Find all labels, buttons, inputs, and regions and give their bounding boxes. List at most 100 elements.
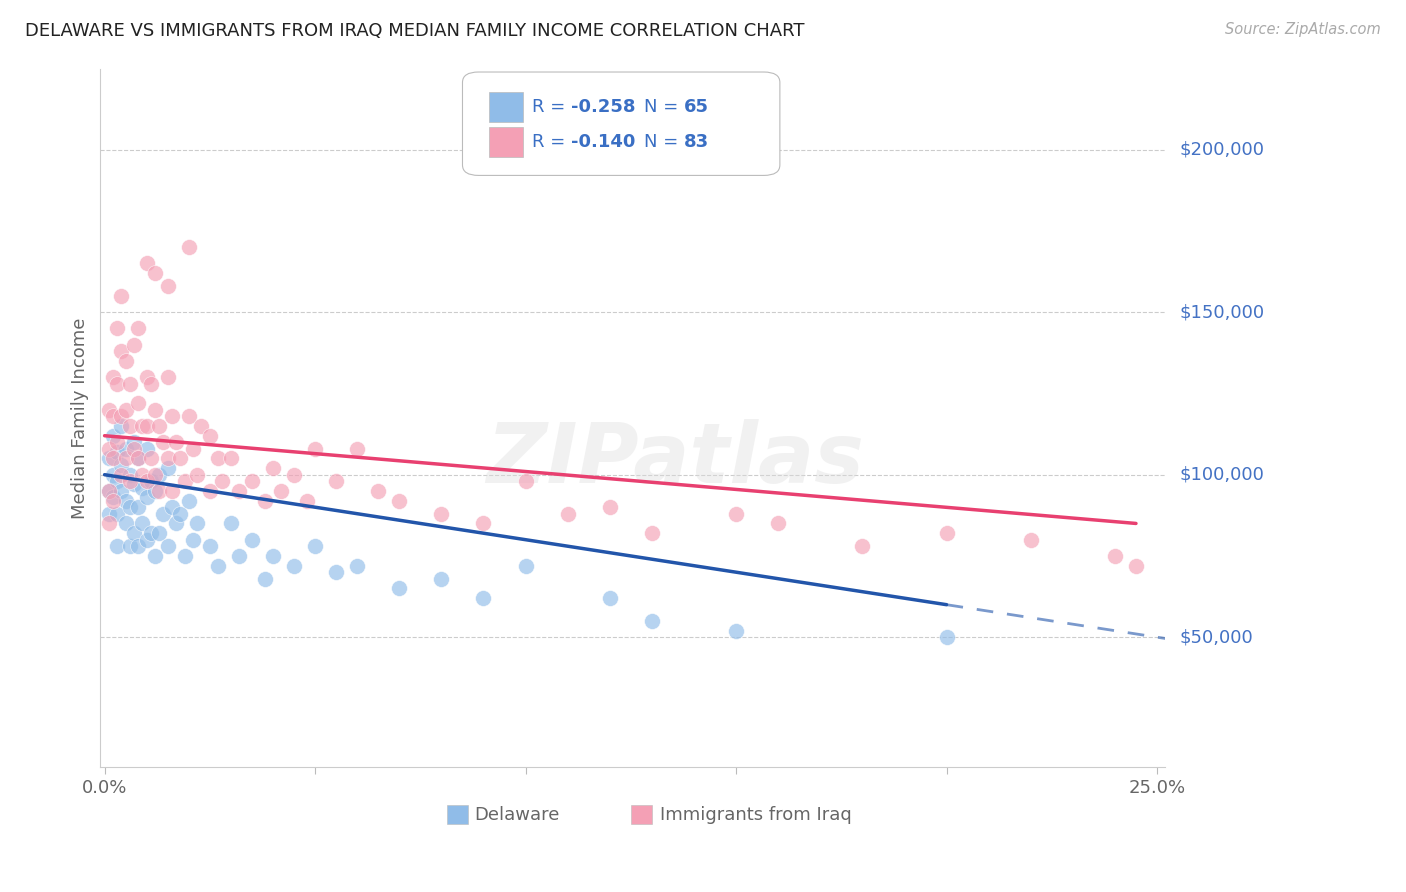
Text: Source: ZipAtlas.com: Source: ZipAtlas.com <box>1225 22 1381 37</box>
Point <box>173 474 195 488</box>
Point <box>105 507 128 521</box>
Point <box>198 428 221 442</box>
Point <box>105 376 128 391</box>
Point <box>127 396 149 410</box>
Point <box>156 461 179 475</box>
Point <box>207 451 229 466</box>
Point <box>851 539 873 553</box>
Point <box>430 572 453 586</box>
Point <box>211 474 233 488</box>
Point <box>135 370 157 384</box>
Point <box>135 256 157 270</box>
Point <box>97 507 120 521</box>
Point <box>177 240 200 254</box>
Point <box>148 467 170 482</box>
Point <box>262 461 284 475</box>
Point <box>724 507 747 521</box>
Text: ZIPatlas: ZIPatlas <box>486 419 865 500</box>
Point <box>388 493 411 508</box>
Point <box>143 266 166 280</box>
Point <box>430 507 453 521</box>
Text: N =: N = <box>644 133 683 151</box>
Point <box>114 516 136 531</box>
Point <box>169 451 191 466</box>
Point <box>143 483 166 498</box>
Point <box>165 516 187 531</box>
Point <box>131 467 153 482</box>
Point <box>599 500 621 515</box>
Point <box>557 507 579 521</box>
Point <box>110 458 132 472</box>
Point <box>135 419 157 434</box>
Text: DELAWARE VS IMMIGRANTS FROM IRAQ MEDIAN FAMILY INCOME CORRELATION CHART: DELAWARE VS IMMIGRANTS FROM IRAQ MEDIAN … <box>25 22 804 40</box>
Point <box>173 549 195 563</box>
Point <box>160 409 183 424</box>
Point <box>114 354 136 368</box>
Text: 83: 83 <box>685 133 709 151</box>
Text: N =: N = <box>644 98 683 116</box>
Point <box>101 467 124 482</box>
Point <box>135 442 157 456</box>
Point <box>139 474 162 488</box>
Point <box>122 477 145 491</box>
Point <box>283 558 305 573</box>
Point <box>253 493 276 508</box>
FancyBboxPatch shape <box>463 72 780 176</box>
Point <box>304 442 326 456</box>
Point <box>190 419 212 434</box>
Text: 65: 65 <box>685 98 709 116</box>
Point <box>219 516 242 531</box>
Point <box>110 409 132 424</box>
Text: R =: R = <box>531 98 571 116</box>
Point <box>186 516 208 531</box>
Text: -0.258: -0.258 <box>571 98 636 116</box>
Point <box>262 549 284 563</box>
Point <box>118 419 141 434</box>
Point <box>122 442 145 456</box>
Point <box>114 402 136 417</box>
Text: -0.140: -0.140 <box>571 133 636 151</box>
Point <box>766 516 789 531</box>
Point <box>641 614 664 628</box>
Point <box>118 376 141 391</box>
Point <box>1104 549 1126 563</box>
Point <box>122 526 145 541</box>
Point <box>283 467 305 482</box>
Point <box>148 483 170 498</box>
Point <box>114 442 136 456</box>
Point <box>169 507 191 521</box>
Point <box>295 493 318 508</box>
Point <box>110 483 132 498</box>
Point <box>156 279 179 293</box>
Point <box>472 516 495 531</box>
Text: Delaware: Delaware <box>474 805 560 823</box>
Point <box>127 539 149 553</box>
Point <box>127 451 149 466</box>
Point <box>127 500 149 515</box>
Point <box>472 591 495 606</box>
Point <box>97 451 120 466</box>
Point <box>110 289 132 303</box>
Point <box>165 435 187 450</box>
Point <box>724 624 747 638</box>
Point <box>131 481 153 495</box>
Point <box>641 526 664 541</box>
Point <box>515 558 537 573</box>
Point <box>177 493 200 508</box>
Text: $150,000: $150,000 <box>1180 303 1264 321</box>
Point <box>127 321 149 335</box>
Point <box>346 442 368 456</box>
Text: $100,000: $100,000 <box>1180 466 1264 483</box>
Point <box>325 474 347 488</box>
Point <box>139 376 162 391</box>
Point <box>131 516 153 531</box>
Point <box>101 428 124 442</box>
Point <box>148 526 170 541</box>
Point <box>599 591 621 606</box>
Point <box>346 558 368 573</box>
Point <box>935 630 957 644</box>
Point <box>97 402 120 417</box>
Point <box>270 483 292 498</box>
Point <box>240 533 263 547</box>
Point <box>101 370 124 384</box>
